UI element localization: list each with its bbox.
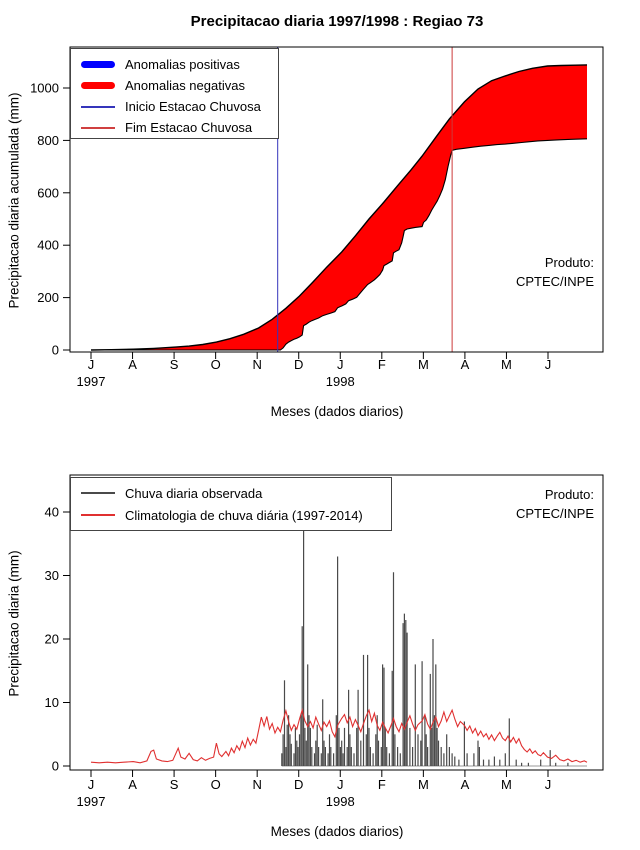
y-tick-label: 400	[37, 238, 59, 253]
x-tick-label: A	[128, 777, 137, 792]
x-tick-label: M	[418, 777, 429, 792]
legend-item-chuva-diaria-observada: Chuva diaria observada	[71, 482, 391, 504]
produto-line1: Produto:	[544, 255, 594, 270]
year-label: 1997	[77, 794, 106, 809]
top-produto-annotation: Produto: CPTEC/INPE	[414, 253, 594, 291]
y-tick-label: 40	[45, 505, 59, 520]
legend-label: Climatologia de chuva diária (1997-2014)	[125, 507, 363, 523]
x-tick-label: N	[252, 357, 261, 372]
y-tick-label: 10	[45, 695, 59, 710]
legend-item-climatologia-chuva-diaria: Climatologia de chuva diária (1997-2014)	[71, 504, 391, 526]
thin-blue-line-icon	[81, 105, 115, 108]
plot-frame	[69, 46, 604, 353]
x-tick-label: A	[461, 777, 470, 792]
y-tick-label: 200	[37, 290, 59, 305]
thin-red-line-icon	[81, 514, 115, 516]
legend-label: Anomalias positivas	[125, 57, 240, 72]
x-tick-label: O	[211, 357, 221, 372]
legend-label: Fim Estacao Chuvosa	[125, 120, 253, 135]
y-tick-label: 0	[52, 759, 59, 774]
climatologia-acumulada-line	[90, 64, 588, 351]
x-tick-label: S	[170, 777, 179, 792]
x-tick-label: J	[337, 777, 344, 792]
y-tick-label: 20	[45, 632, 59, 647]
year-label: 1998	[326, 794, 355, 809]
legend-item-inicio-estacao-chuvosa: Inicio Estacao Chuvosa	[71, 96, 278, 117]
negative-anomaly-fill	[91, 64, 587, 351]
legend-item-anomalias-positivas: Anomalias positivas	[71, 54, 278, 75]
x-tick-label: O	[211, 777, 221, 792]
x-tick-label: M	[418, 357, 429, 372]
x-tick-label: J	[88, 777, 95, 792]
bottom-y-axis-label: Precipitacao diaria (mm)	[6, 550, 22, 697]
produto-line2: CPTEC/INPE	[515, 506, 594, 521]
x-tick-label: N	[252, 777, 261, 792]
legend-item-fim-estacao-chuvosa: Fim Estacao Chuvosa	[71, 117, 278, 138]
x-tick-label: M	[501, 777, 512, 792]
top-x-axis-label: Meses (dados diarios)	[270, 404, 404, 419]
top-legend: Anomalias positivas Anomalias negativas …	[70, 48, 279, 139]
x-tick-label: J	[88, 357, 95, 372]
climatologia-diaria-line	[90, 708, 588, 764]
y-tick-label: 600	[37, 185, 59, 200]
thin-gray-line-icon	[81, 492, 115, 494]
x-tick-label: A	[128, 357, 137, 372]
legend-label: Inicio Estacao Chuvosa	[125, 99, 261, 114]
thin-red-line-icon	[81, 126, 115, 129]
thick-red-line-icon	[81, 82, 115, 89]
page-title: Precipitacao diaria 1997/1998 : Regiao 7…	[190, 13, 484, 30]
y-tick-label: 1000	[30, 81, 59, 96]
x-tick-label: A	[461, 357, 470, 372]
x-tick-label: D	[294, 777, 303, 792]
produto-line1: Produto:	[544, 487, 594, 502]
year-label: 1997	[77, 374, 106, 389]
y-tick-label: 30	[45, 568, 59, 583]
x-tick-label: J	[545, 777, 552, 792]
bottom-legend: Chuva diaria observada Climatologia de c…	[70, 477, 392, 531]
legend-label: Anomalias negativas	[125, 78, 245, 93]
bottom-x-axis-label: Meses (dados diarios)	[270, 824, 404, 839]
x-tick-label: S	[170, 357, 179, 372]
bottom-produto-annotation: Produto: CPTEC/INPE	[414, 485, 594, 523]
plot-frame	[69, 474, 604, 771]
legend-item-anomalias-negativas: Anomalias negativas	[71, 75, 278, 96]
x-tick-label: J	[337, 357, 344, 372]
legend-label: Chuva diaria observada	[125, 485, 263, 501]
x-tick-label: F	[378, 357, 386, 372]
x-tick-label: F	[378, 777, 386, 792]
year-label: 1998	[326, 374, 355, 389]
y-tick-label: 0	[52, 343, 59, 358]
produto-line2: CPTEC/INPE	[515, 274, 594, 289]
y-tick-label: 800	[37, 133, 59, 148]
x-tick-label: D	[294, 357, 303, 372]
x-tick-label: J	[545, 357, 552, 372]
top-y-axis-label: Precipitacao diaria acumulada (mm)	[6, 92, 22, 309]
x-tick-label: M	[501, 357, 512, 372]
thick-blue-line-icon	[81, 61, 115, 68]
observada-acumulada-line	[91, 138, 588, 351]
